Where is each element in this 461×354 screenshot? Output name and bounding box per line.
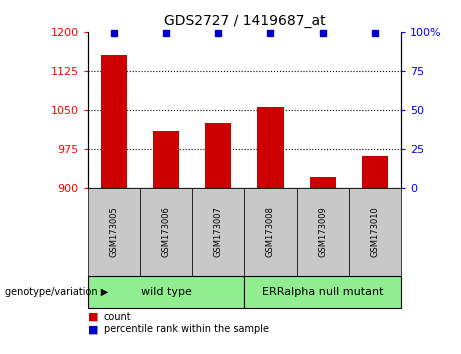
Text: ■: ■ xyxy=(88,312,98,322)
Bar xyxy=(100,55,127,188)
Text: count: count xyxy=(104,312,131,322)
Text: GSM173006: GSM173006 xyxy=(161,206,171,257)
Text: GSM173009: GSM173009 xyxy=(318,206,327,257)
Text: genotype/variation ▶: genotype/variation ▶ xyxy=(5,287,108,297)
Text: ■: ■ xyxy=(88,324,98,334)
Text: GSM173007: GSM173007 xyxy=(214,206,223,257)
Text: GSM173005: GSM173005 xyxy=(109,206,118,257)
Bar xyxy=(205,123,231,188)
Bar xyxy=(257,107,284,188)
Bar xyxy=(362,156,388,188)
Text: wild type: wild type xyxy=(141,287,191,297)
Text: GSM173010: GSM173010 xyxy=(371,206,379,257)
Bar xyxy=(310,177,336,188)
Text: GSM173008: GSM173008 xyxy=(266,206,275,257)
Title: GDS2727 / 1419687_at: GDS2727 / 1419687_at xyxy=(164,14,325,28)
Text: ERRalpha null mutant: ERRalpha null mutant xyxy=(262,287,384,297)
Bar xyxy=(153,131,179,188)
Text: percentile rank within the sample: percentile rank within the sample xyxy=(104,324,269,334)
